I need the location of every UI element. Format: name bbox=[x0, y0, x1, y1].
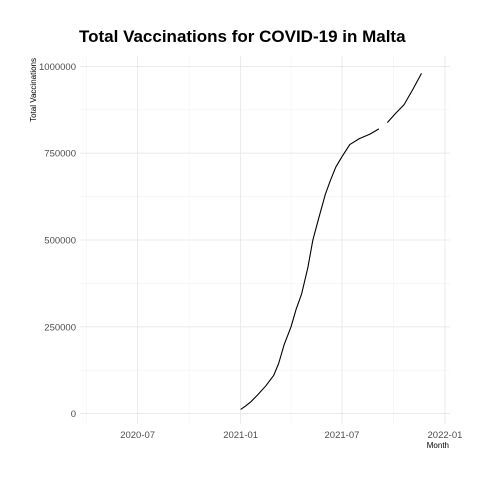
y-tick-label: 750000 bbox=[44, 149, 76, 160]
y-tick-label: 500000 bbox=[44, 236, 76, 247]
series-line bbox=[240, 128, 380, 410]
y-axis-title: Total Vaccinations bbox=[29, 58, 38, 122]
x-tick-label: 2022-01 bbox=[428, 430, 463, 441]
x-axis-title: Month bbox=[427, 441, 449, 450]
y-tick-label: 250000 bbox=[44, 322, 76, 333]
x-tick-label: 2021-07 bbox=[325, 430, 360, 441]
y-tick-label: 1000000 bbox=[39, 62, 76, 73]
y-tick-label: 0 bbox=[71, 409, 76, 420]
x-tick-label: 2020-07 bbox=[120, 430, 155, 441]
chart-title: Total Vaccinations for COVID-19 in Malta bbox=[79, 27, 406, 46]
series-line bbox=[386, 73, 422, 124]
x-tick-label: 2021-01 bbox=[223, 430, 258, 441]
